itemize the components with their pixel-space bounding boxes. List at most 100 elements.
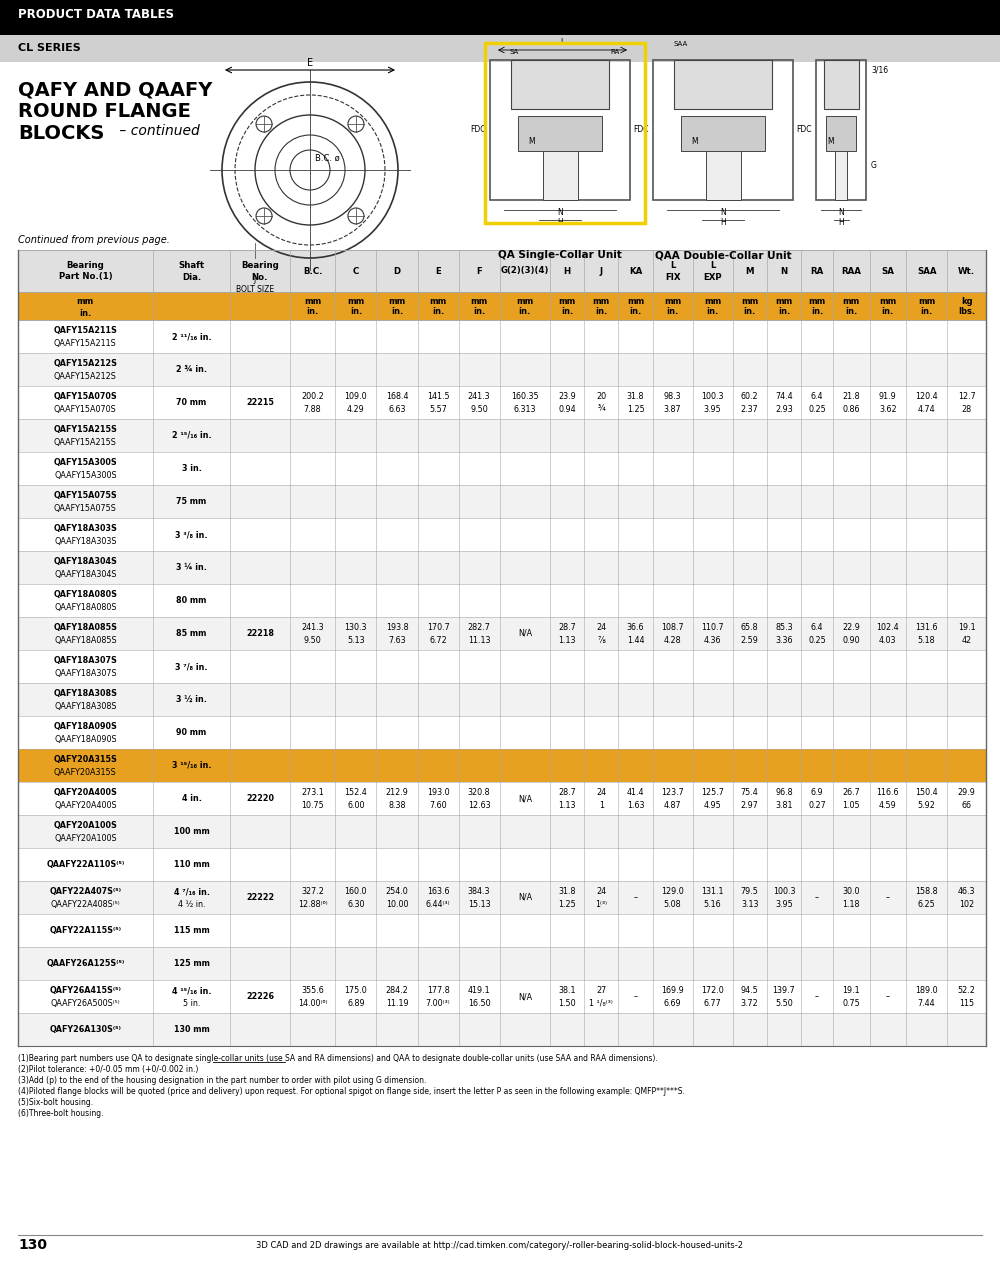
Text: 11.19: 11.19 [386,998,408,1007]
Text: 4 ⁷/₁₆ in.: 4 ⁷/₁₆ in. [174,887,210,896]
Text: 5.50: 5.50 [775,998,793,1007]
Text: G(2)(3)(4): G(2)(3)(4) [501,266,549,275]
Text: 4.29: 4.29 [347,404,365,413]
Text: –: – [815,893,819,902]
Text: 355.6: 355.6 [301,987,324,996]
Text: – continued: – continued [115,124,200,138]
Text: 19.1: 19.1 [842,987,860,996]
Text: 7.88: 7.88 [304,404,321,413]
Text: 125 mm: 125 mm [174,959,209,968]
Text: 1.63: 1.63 [627,800,644,810]
Text: (2)Pilot tolerance: +0/-0.05 mm (+0/-0.002 in.): (2)Pilot tolerance: +0/-0.05 mm (+0/-0.0… [18,1065,198,1074]
Text: QAAFY18A308S: QAAFY18A308S [54,701,117,710]
Text: 4.95: 4.95 [704,800,721,810]
Text: 102.4: 102.4 [877,623,899,632]
Text: FDC: FDC [471,125,486,134]
Text: 22215: 22215 [246,398,274,407]
Text: 100.3: 100.3 [773,887,795,896]
Text: in.: in. [706,307,719,316]
Text: 4.36: 4.36 [704,636,721,645]
Text: (1)Bearing part numbers use QA to designate single-collar units (use SA and RA d: (1)Bearing part numbers use QA to design… [18,1053,658,1062]
Text: QAFY15A075S: QAFY15A075S [53,492,117,500]
Text: QAA Double-Collar Unit: QAA Double-Collar Unit [655,250,791,260]
Text: 3/16: 3/16 [871,65,888,74]
Text: 1.25: 1.25 [627,404,644,413]
Text: 22222: 22222 [246,893,274,902]
Bar [835,123,847,200]
Text: 4.03: 4.03 [879,636,897,645]
Text: in.: in. [79,308,91,317]
Text: 115: 115 [959,998,974,1007]
Text: 102: 102 [959,900,974,909]
Text: 5.08: 5.08 [664,900,681,909]
Bar [674,60,772,109]
Text: N: N [720,207,726,218]
Text: mm: mm [471,297,488,306]
Text: 28.7: 28.7 [558,623,576,632]
Text: 7.44: 7.44 [918,998,935,1007]
Text: QAAFY22A110S⁽⁵⁾: QAAFY22A110S⁽⁵⁾ [46,860,124,869]
Text: QAAFY15A215S: QAAFY15A215S [54,438,117,447]
Text: QAFY15A215S: QAFY15A215S [53,425,117,434]
Text: 1.05: 1.05 [842,800,860,810]
Text: mm: mm [627,297,644,306]
Text: 6.77: 6.77 [704,998,721,1007]
Text: 3.36: 3.36 [775,636,793,645]
Text: 0.25: 0.25 [808,404,826,413]
Text: mm: mm [918,297,935,306]
Text: in.: in. [595,307,607,316]
Text: 65.8: 65.8 [741,623,759,632]
Text: 254.0: 254.0 [386,887,408,896]
Text: 419.1: 419.1 [468,987,490,996]
Text: 80 mm: 80 mm [176,596,207,605]
Text: in.: in. [391,307,403,316]
Text: E: E [307,58,313,68]
Text: 6.44⁽³⁾: 6.44⁽³⁾ [426,900,450,909]
Text: 131.1: 131.1 [701,887,724,896]
Bar [824,60,858,109]
Text: QAFY15A070S: QAFY15A070S [53,393,117,402]
Text: QAFY18A307S: QAFY18A307S [53,657,117,666]
Text: in.: in. [882,307,894,316]
Text: 3 ¼ in.: 3 ¼ in. [176,563,207,572]
Text: (5)Six-bolt housing.: (5)Six-bolt housing. [18,1098,93,1107]
Text: 52.2: 52.2 [958,987,976,996]
Text: 7.60: 7.60 [429,800,447,810]
Bar [18,485,986,518]
Text: in.: in. [744,307,756,316]
Text: 189.0: 189.0 [915,987,938,996]
Text: 28: 28 [962,404,972,413]
Text: –: – [886,893,890,902]
Text: mm: mm [879,297,896,306]
Text: Shaft: Shaft [178,261,205,270]
Text: in.: in. [306,307,319,316]
Bar [18,518,986,550]
Bar [18,452,986,485]
Text: QAFY AND QAAFY: QAFY AND QAAFY [18,79,212,99]
Bar [490,60,630,200]
Text: in.: in. [432,307,444,316]
Text: 20: 20 [596,393,606,402]
Text: 19.1: 19.1 [958,623,975,632]
Text: E: E [435,266,441,275]
Text: 85.3: 85.3 [775,623,793,632]
Text: 8.38: 8.38 [388,800,406,810]
Text: QAAFY15A212S: QAAFY15A212S [54,371,117,380]
Text: 4.87: 4.87 [664,800,681,810]
Text: 2.37: 2.37 [741,404,759,413]
Text: 177.8: 177.8 [427,987,449,996]
Text: 212.9: 212.9 [386,788,408,797]
Text: RA: RA [611,49,620,55]
Text: 6.30: 6.30 [347,900,365,909]
Bar [18,419,986,452]
Text: 38.1: 38.1 [558,987,576,996]
Text: 9.50: 9.50 [470,404,488,413]
Bar [18,914,986,947]
Text: N: N [557,207,563,218]
Text: QAAFY15A300S: QAAFY15A300S [54,471,117,480]
Text: QAAFY15A075S: QAAFY15A075S [54,503,117,512]
Text: in.: in. [629,307,642,316]
Text: 96.8: 96.8 [775,788,793,797]
Text: ROUND FLANGE: ROUND FLANGE [18,102,191,122]
Bar [18,881,986,914]
